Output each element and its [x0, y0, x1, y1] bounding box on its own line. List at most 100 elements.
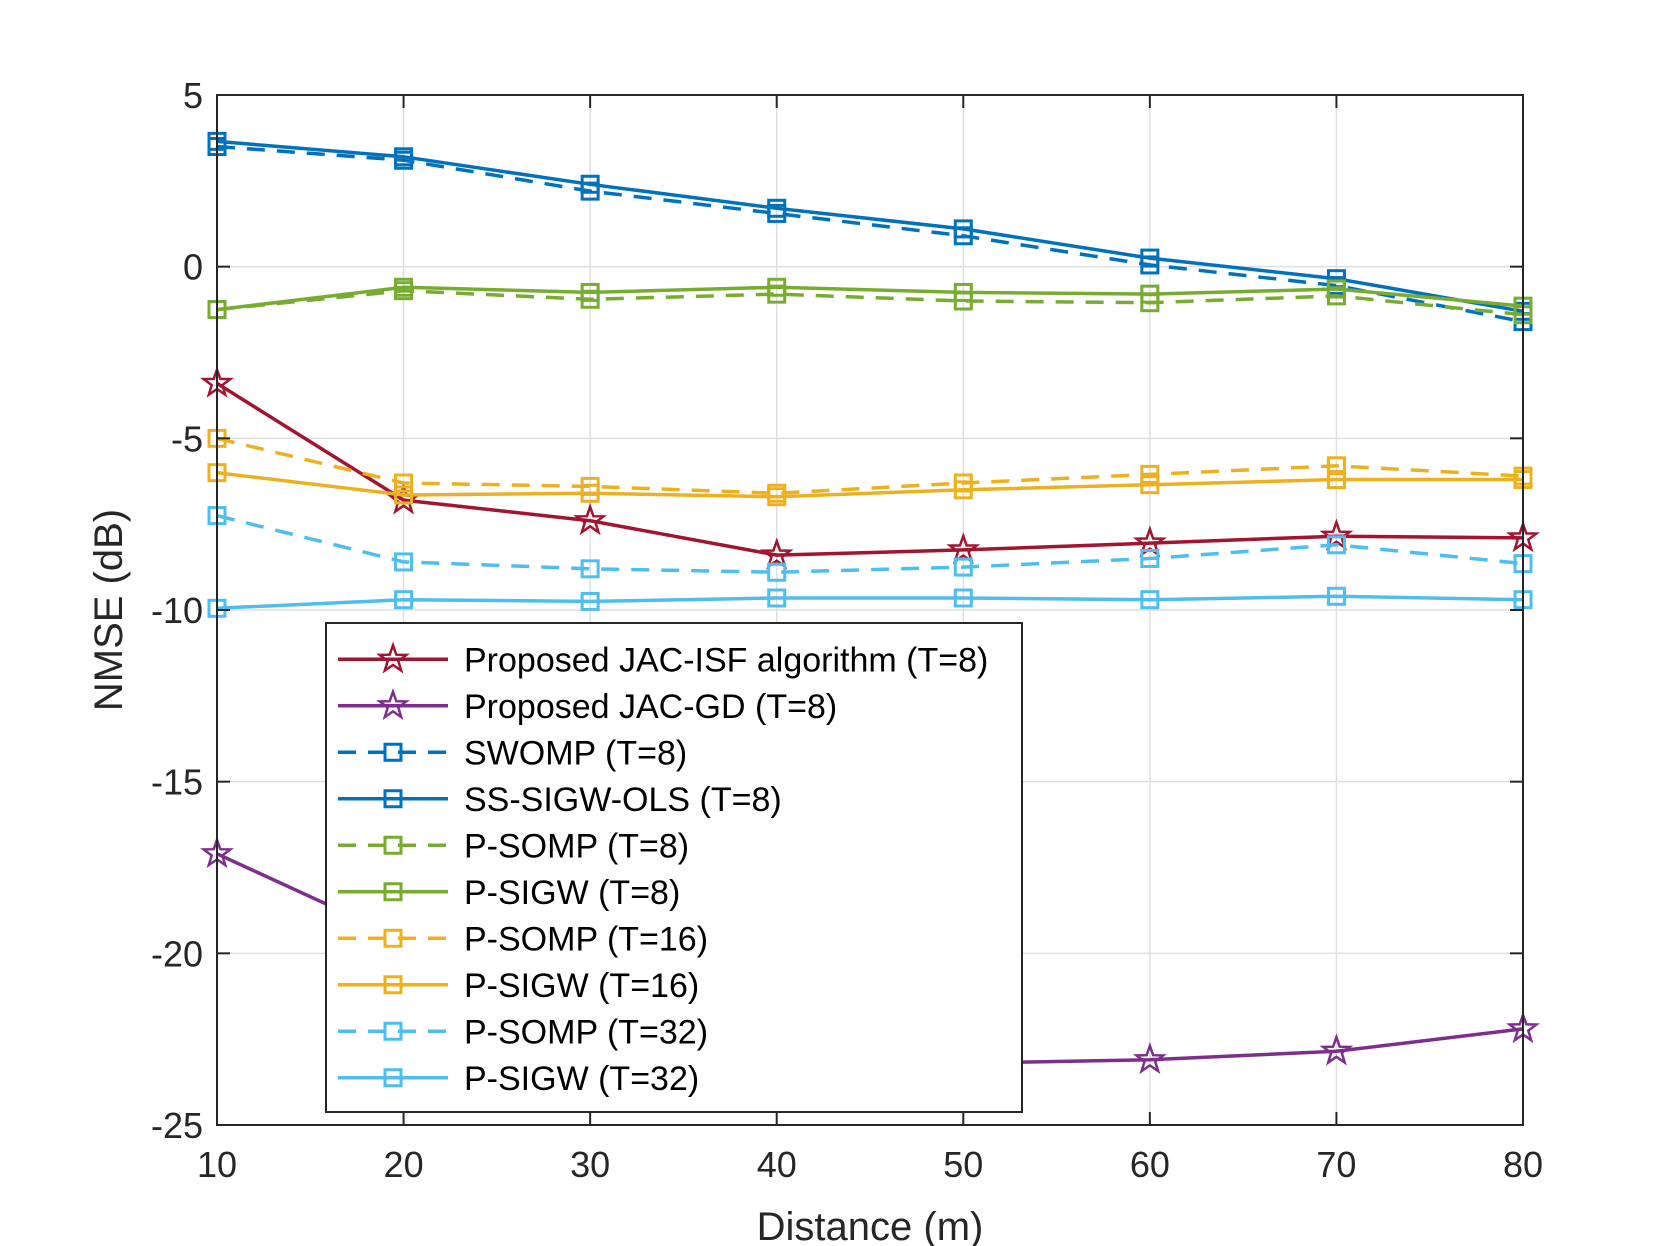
data-point [1319, 518, 1354, 551]
data-point [759, 537, 794, 570]
data-point [394, 590, 414, 610]
x-tick-label: 50 [943, 1144, 983, 1185]
data-point [580, 282, 600, 302]
legend-marker [383, 975, 403, 995]
legend[interactable]: Proposed JAC-ISF algorithm (T=8) Proposed… [325, 622, 1023, 1113]
legend-marker [383, 882, 403, 902]
legend-item[interactable]: P-SIGW (T=16) [338, 967, 699, 1005]
data-point [394, 277, 414, 297]
legend-item[interactable]: SWOMP (T=8) [338, 734, 687, 772]
data-point [1140, 590, 1160, 610]
x-axis-title: Distance (m) [757, 1205, 984, 1246]
data-point [953, 282, 973, 302]
series-line [216, 288, 1524, 317]
legend-item[interactable]: P-SIGW (T=32) [338, 1060, 699, 1098]
data-point [767, 487, 787, 507]
data-point [953, 588, 973, 608]
data-point [580, 483, 600, 503]
data-point [1319, 1033, 1354, 1066]
y-tick-label: -25 [151, 1105, 203, 1146]
data-point [767, 277, 787, 297]
data-point [946, 532, 981, 565]
data-point [394, 552, 414, 572]
series-line [216, 381, 1524, 557]
legend-item[interactable]: Proposed JAC-GD (T=8) [338, 688, 837, 726]
data-point [767, 562, 787, 582]
legend-label: P-SOMP (T=8) [464, 827, 689, 865]
data-point [767, 198, 787, 218]
data-point [953, 557, 973, 577]
x-tick-label: 30 [570, 1144, 610, 1185]
y-tick-label: -15 [151, 762, 203, 803]
legend-item[interactable]: P-SOMP (T=32) [338, 1013, 708, 1051]
legend-item[interactable]: P-SIGW (T=8) [338, 874, 680, 912]
data-point [580, 559, 600, 579]
series-layer [200, 131, 1540, 1078]
legend-label: SS-SIGW-OLS (T=8) [464, 781, 782, 819]
series-line [216, 513, 1524, 574]
data-point [767, 588, 787, 608]
data-point [1326, 279, 1346, 299]
data-point [1326, 456, 1346, 476]
legend-marker [376, 641, 410, 674]
data-point [1140, 248, 1160, 268]
data-point [580, 591, 600, 611]
data-point [953, 219, 973, 239]
legend-item[interactable]: P-SOMP (T=8) [338, 827, 689, 865]
series-line [216, 470, 1523, 499]
x-tick-label: 40 [757, 1144, 797, 1185]
y-axis-title: NMSE (dB) [87, 509, 131, 711]
series-line [216, 594, 1524, 611]
series-line [216, 144, 1524, 324]
data-point [1140, 284, 1160, 304]
series-line [216, 436, 1524, 496]
data-point [1326, 586, 1346, 606]
y-tick-label: 0 [183, 247, 203, 288]
x-tick-label: 20 [384, 1144, 424, 1185]
legend-label: P-SIGW (T=8) [464, 874, 680, 912]
series-line [216, 285, 1524, 312]
data-point [1140, 549, 1160, 568]
y-tick-label: -10 [151, 590, 203, 631]
legend-marker [383, 742, 403, 762]
data-point [394, 485, 414, 505]
series-9 [207, 586, 1533, 618]
legend-marker [383, 789, 403, 809]
legend-item[interactable]: SS-SIGW-OLS (T=8) [338, 781, 782, 819]
legend-label: SWOMP (T=8) [464, 734, 687, 772]
legend-label: Proposed JAC-GD (T=8) [464, 688, 837, 726]
x-tick-label: 10 [197, 1144, 237, 1185]
legend-marker [383, 1068, 403, 1088]
x-tick-label: 60 [1130, 1144, 1170, 1185]
legend-label: P-SIGW (T=32) [464, 1060, 699, 1098]
data-point [394, 147, 414, 167]
y-tick-label: 5 [183, 75, 203, 116]
series-line [216, 139, 1524, 314]
data-point [580, 174, 600, 194]
legend-item[interactable]: Proposed JAC-ISF algorithm (T=8) [338, 641, 988, 679]
data-point [573, 502, 608, 536]
data-point [1326, 470, 1346, 490]
legend-marker [383, 835, 403, 855]
data-point [1132, 1041, 1167, 1075]
legend-marker [376, 688, 410, 721]
y-tick-label: -5 [171, 418, 203, 459]
legend-item[interactable]: P-SOMP (T=16) [338, 920, 708, 958]
legend-marker [383, 928, 403, 948]
data-point [1140, 464, 1160, 484]
legend-label: P-SOMP (T=16) [464, 920, 708, 958]
data-point [1140, 475, 1160, 495]
data-point [1326, 535, 1346, 555]
x-tick-label: 80 [1503, 1144, 1543, 1185]
legend-marker [383, 1021, 403, 1041]
axis-ticks: 10 20 30 40 50 60 70 80 -25 -20 -15 -10 -5 0 5 [151, 75, 1543, 1185]
x-tick-label: 70 [1316, 1144, 1356, 1185]
legend-label: Proposed JAC-ISF algorithm (T=8) [464, 641, 988, 679]
y-tick-label: -20 [151, 933, 203, 974]
data-point [394, 473, 414, 493]
legend-label: P-SOMP (T=32) [464, 1013, 708, 1051]
legend-label: P-SIGW (T=16) [464, 967, 699, 1005]
data-point [1132, 525, 1167, 558]
